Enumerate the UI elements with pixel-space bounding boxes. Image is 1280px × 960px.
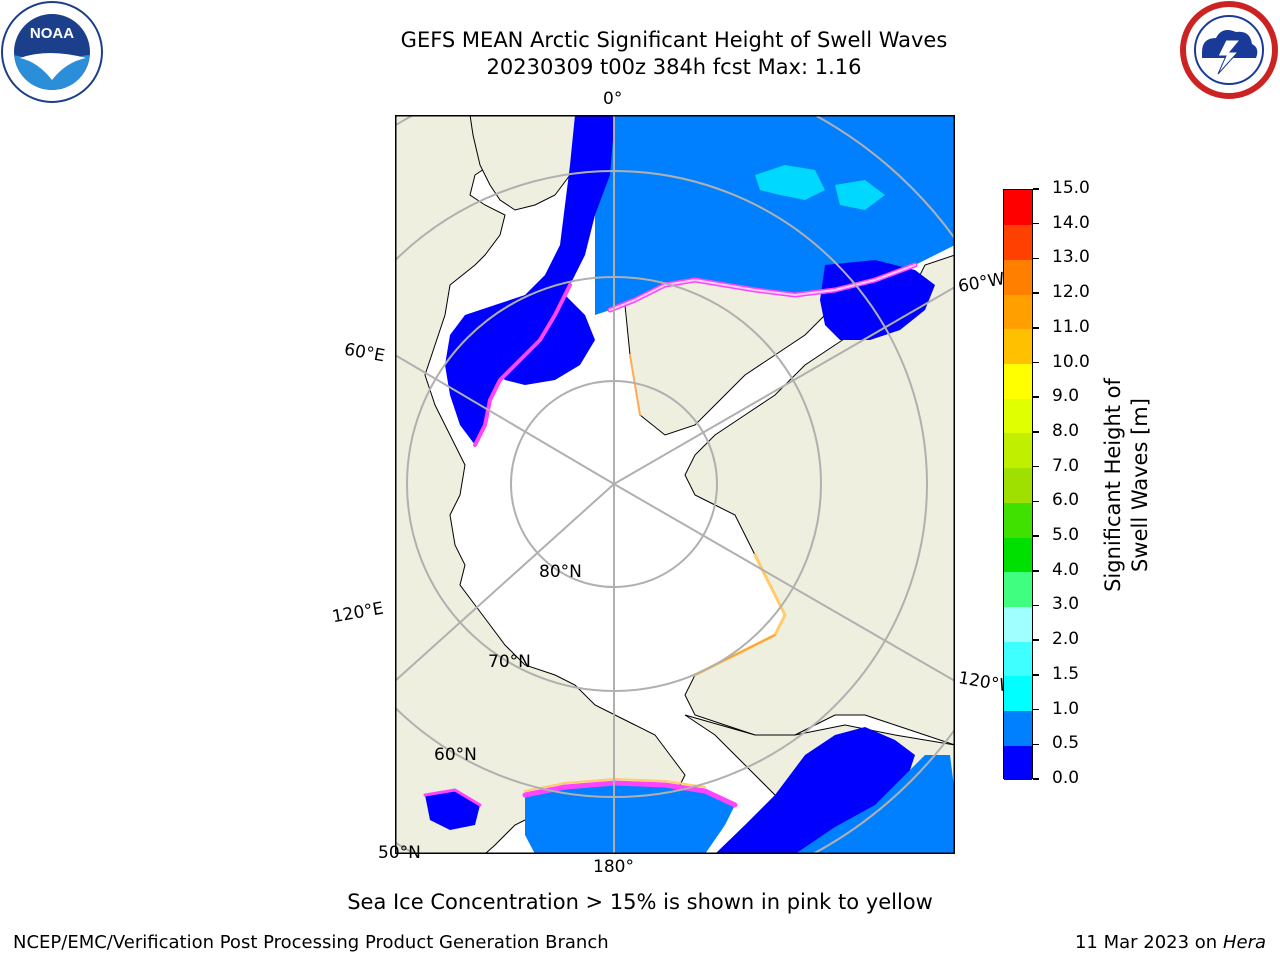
swell-bering-sea xyxy=(525,783,735,854)
colorbar-tick-label: 6.0 xyxy=(1052,490,1080,511)
colorbar-tick-label: 12.0 xyxy=(1052,282,1090,303)
host-text: Hera xyxy=(1222,932,1266,953)
colorbar-segment xyxy=(1004,537,1032,573)
date-stamp: 11 Mar 2023 on Hera xyxy=(1075,932,1266,953)
colorbar-segment xyxy=(1004,190,1032,226)
colorbar-title-text: Significant Height of Swell Waves [m] xyxy=(1101,378,1152,592)
swell-norwegian-sea xyxy=(445,115,615,445)
colorbar-segment xyxy=(1004,467,1032,503)
colorbar-tick-label: 11.0 xyxy=(1052,316,1090,337)
colorbar-tick xyxy=(1033,535,1039,537)
swell-greenland-sea-high xyxy=(755,165,885,210)
graticule xyxy=(395,115,955,854)
lat-label-60n: 60°N xyxy=(434,745,477,765)
colorbar-tick xyxy=(1033,292,1039,294)
swell-okhotsk xyxy=(425,790,480,830)
colorbar xyxy=(1003,189,1033,781)
lon-label-60w: 60°W xyxy=(956,269,1007,297)
colorbar-tick-label: 13.0 xyxy=(1052,247,1090,268)
arctic-map xyxy=(395,115,955,854)
swell-labrador-sea xyxy=(820,260,935,340)
colorbar-segment xyxy=(1004,502,1032,538)
colorbar-tick xyxy=(1033,396,1039,398)
date-text: 11 Mar 2023 on xyxy=(1074,932,1218,953)
colorbar-tick-label: 4.0 xyxy=(1052,559,1080,580)
colorbar-tick xyxy=(1033,222,1039,225)
national-weather-service-logo xyxy=(1180,1,1278,99)
colorbar-tick-label: 0.5 xyxy=(1052,733,1080,754)
lon-label-0: 0° xyxy=(603,89,623,109)
noaa-logo-text: NOAA xyxy=(30,25,74,42)
colorbar-tick-label: 14.0 xyxy=(1052,212,1090,233)
colorbar-segment xyxy=(1004,224,1032,260)
colorbar-tick xyxy=(1033,431,1039,433)
colorbar-segment xyxy=(1004,675,1032,712)
colorbar-tick-label: 9.0 xyxy=(1052,386,1080,407)
lat-label-70n: 70°N xyxy=(488,652,531,672)
colorbar-tick-label: 10.0 xyxy=(1052,351,1090,372)
map-canvas xyxy=(395,115,955,854)
colorbar-title: Significant Height of Swell Waves [m] xyxy=(1100,335,1154,635)
colorbar-segment xyxy=(1004,398,1032,434)
colorbar-tick xyxy=(1033,188,1039,190)
colorbar-tick-label: 7.0 xyxy=(1052,455,1080,476)
colorbar-tick xyxy=(1033,327,1039,329)
colorbar-tick-label: 8.0 xyxy=(1052,420,1080,441)
colorbar-tick-label: 2.0 xyxy=(1052,629,1080,650)
chart-title: GEFS MEAN Arctic Significant Height of S… xyxy=(400,28,948,52)
lat-label-80n: 80°N xyxy=(539,562,582,582)
colorbar-tick xyxy=(1033,708,1039,711)
colorbar-tick xyxy=(1033,743,1039,746)
colorbar-tick-label: 0.0 xyxy=(1052,768,1080,788)
colorbar-segment xyxy=(1004,571,1032,607)
colorbar-segment xyxy=(1004,432,1032,469)
colorbar-tick-label: 1.0 xyxy=(1052,698,1080,719)
colorbar-tick xyxy=(1033,465,1039,468)
colorbar-tick xyxy=(1033,674,1039,676)
colorbar-tick xyxy=(1033,257,1039,260)
sea-ice-note: Sea Ice Concentration > 15% is shown in … xyxy=(347,890,933,914)
lat-label-50n: 50°N xyxy=(378,843,421,863)
colorbar-segment xyxy=(1004,641,1032,677)
colorbar-tick-label: 3.0 xyxy=(1052,594,1080,615)
noaa-logo: NOAA xyxy=(1,1,103,103)
colorbar-tick xyxy=(1033,500,1039,503)
lon-label-180: 180° xyxy=(593,857,634,877)
colorbar-segment xyxy=(1004,294,1032,330)
colorbar-tick xyxy=(1033,778,1039,780)
colorbar-tick-label: 15.0 xyxy=(1052,178,1090,198)
lon-label-120e: 120°E xyxy=(330,598,386,628)
colorbar-tick xyxy=(1033,639,1039,641)
colorbar-segment xyxy=(1004,745,1032,781)
colorbar-tick xyxy=(1033,361,1039,364)
colorbar-tick xyxy=(1033,570,1039,572)
lon-label-60e: 60°E xyxy=(342,339,387,367)
colorbar-segment xyxy=(1004,328,1032,365)
credit-text: NCEP/EMC/Verification Post Processing Pr… xyxy=(13,932,609,953)
map-frame xyxy=(395,115,955,854)
colorbar-tick xyxy=(1033,604,1039,607)
colorbar-segment xyxy=(1004,363,1032,399)
colorbar-tick-label: 1.5 xyxy=(1052,663,1080,684)
colorbar-segment xyxy=(1004,259,1032,295)
colorbar-segment xyxy=(1004,710,1032,746)
swell-north-pacific xyxy=(715,727,915,854)
swell-north-pacific-mid xyxy=(795,755,955,854)
colorbar-tick-label: 5.0 xyxy=(1052,525,1080,546)
colorbar-segment xyxy=(1004,606,1032,642)
chart-subtitle: 20230309 t00z 384h fcst Max: 1.16 xyxy=(486,55,862,79)
